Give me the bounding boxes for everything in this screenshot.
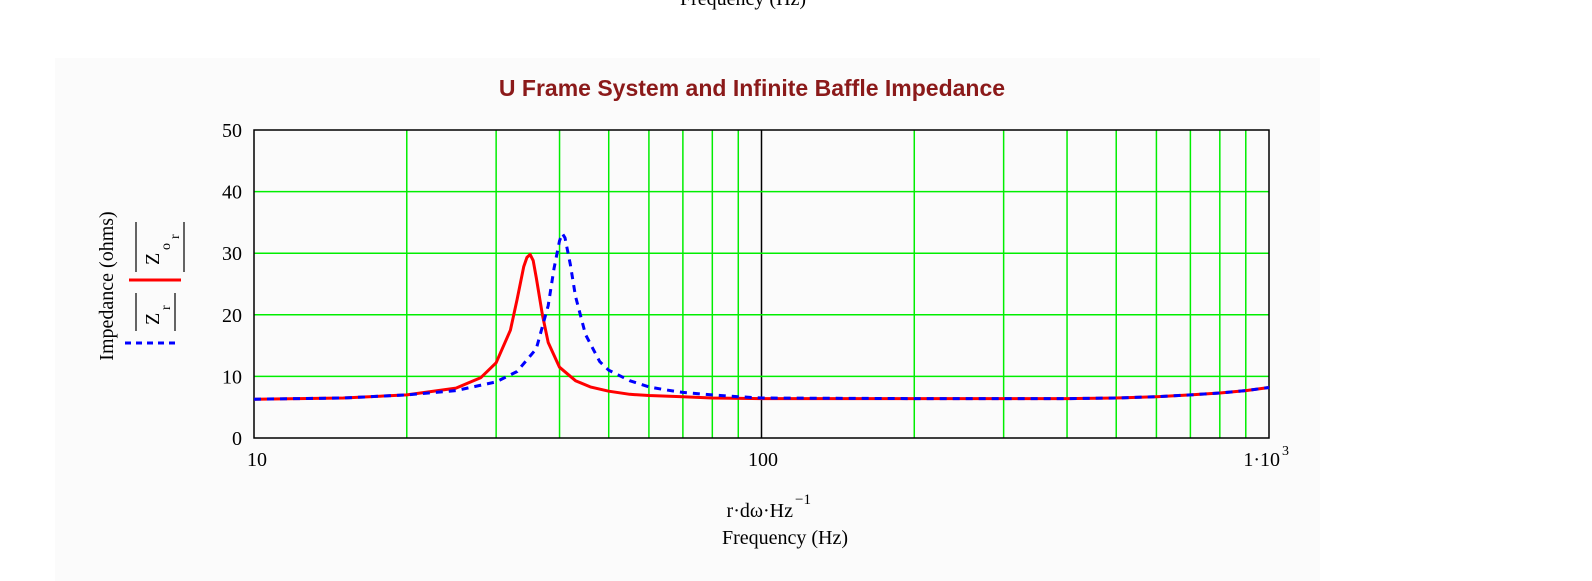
x-tick-label-1000-exponent: 3 (1282, 444, 1289, 459)
impedance-chart: U Frame System and Infinite Baffle Imped… (96, 75, 1289, 549)
legend-z-symbol: Z (142, 253, 164, 265)
y-tick-label: 40 (222, 182, 242, 204)
y-tick-label: 30 (222, 243, 242, 265)
legend-subscript-r: r (168, 234, 183, 239)
chart-title: U Frame System and Infinite Baffle Imped… (499, 75, 1005, 101)
y-tick-label: 50 (222, 120, 242, 142)
x-tick-label-100: 100 (748, 449, 778, 471)
x-axis-label: Frequency (Hz) (722, 527, 848, 549)
previous-chart-xlabel-fragment: Frequency (Hz) (680, 0, 806, 11)
legend-series-1: Z o r (129, 222, 185, 282)
series-layer (253, 232, 1270, 401)
legend-series-2: Z r (125, 293, 179, 345)
x-axis-expression: r·dω·Hz (727, 500, 794, 522)
legend-subscript-o: o (159, 243, 174, 250)
y-axis-label: Impedance (ohms) (96, 211, 118, 360)
grid-layer (254, 130, 1269, 438)
x-axis-expression-exponent: −1 (795, 492, 811, 508)
legend-z-symbol: Z (142, 313, 164, 325)
y-tick-label: 0 (232, 428, 242, 450)
x-tick-label-10: 10 (247, 449, 267, 471)
plot-frame (253, 129, 1270, 439)
series-line-dashed (253, 232, 1270, 401)
y-tick-label: 10 (222, 366, 242, 388)
tick-layer: 0 10 20 30 40 50 (222, 120, 242, 450)
y-tick-label: 20 (222, 305, 242, 327)
chart-panel: U Frame System and Infinite Baffle Imped… (55, 58, 1320, 581)
x-tick-label-1000: 1·10 (1243, 449, 1280, 471)
legend-subscript-r: r (159, 305, 174, 310)
